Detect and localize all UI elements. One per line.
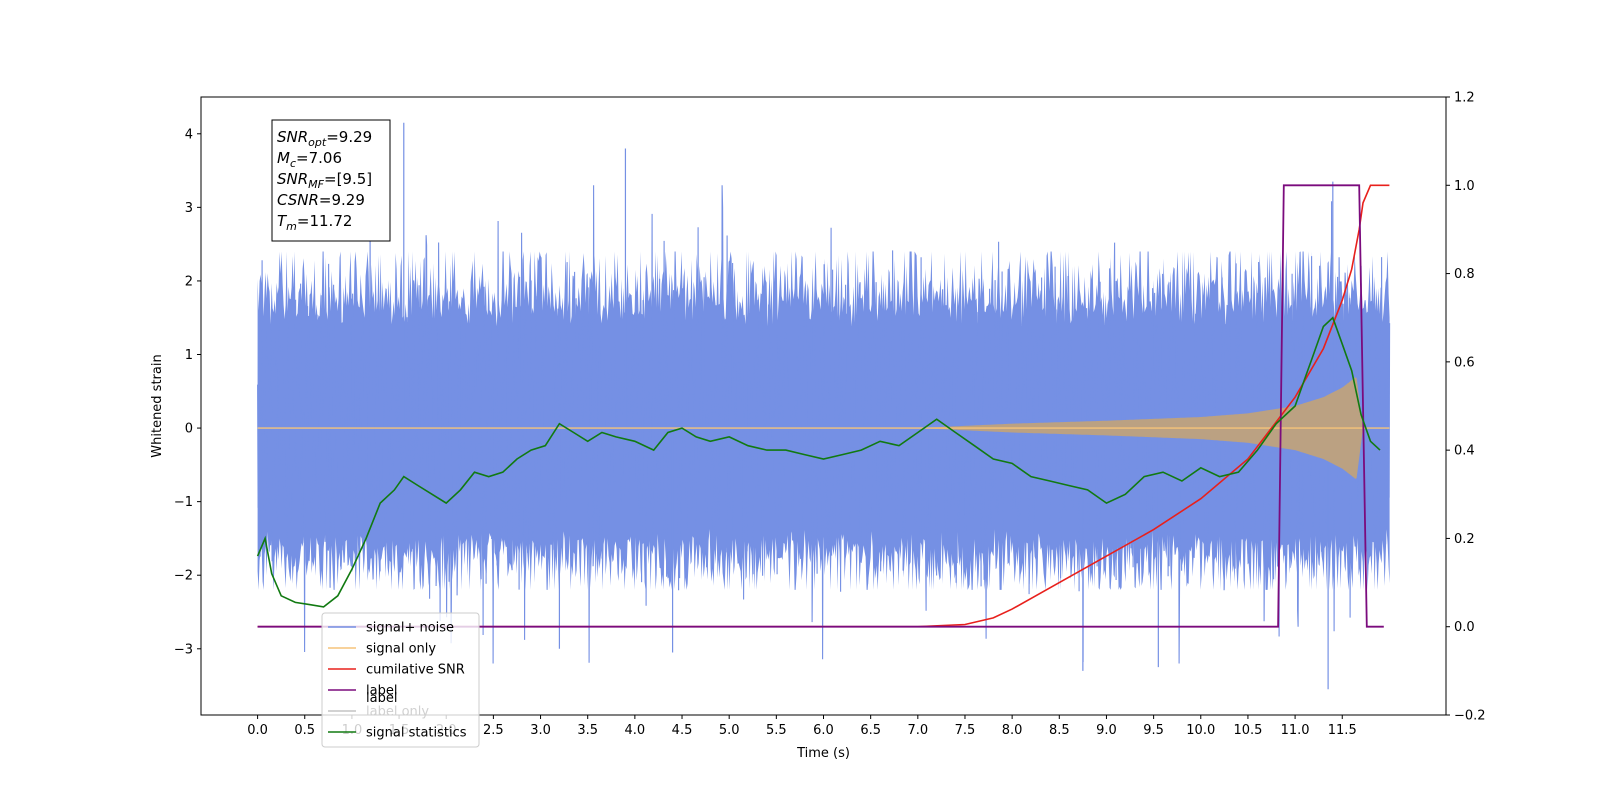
x-tick-label: 11.0 [1281,723,1310,738]
y2-tick-label: 0.2 [1454,532,1475,547]
plot-series-group [256,122,1391,690]
x-tick-label: 10.0 [1186,723,1215,738]
y-tick-label: −1 [174,495,193,510]
x-tick-label: 0.5 [294,723,315,738]
x-tick-label: 9.0 [1096,723,1117,738]
x-tick-label: 3.5 [577,723,598,738]
annotation-symbol: SNR [277,128,308,146]
annotation-symbol: SNR [277,170,308,188]
y2-tick-label: 0.8 [1454,267,1475,282]
legend-label: signal statistics [366,726,467,741]
y2-tick-label: 0.6 [1454,355,1475,370]
y2-tick-label: 1.2 [1454,91,1475,106]
annotation-box: SNRopt=9.29Mc=7.06SNRMF=[9.5]CSNR=9.29Tm… [271,119,391,242]
legend-label: label [366,684,397,699]
x-tick-label: 8.0 [1002,723,1023,738]
x-tick-label: 9.5 [1143,723,1164,738]
y-tick-label: −3 [174,642,193,657]
x-tick-label: 2.5 [483,723,504,738]
legend-label: signal only [366,642,436,657]
annotation-value: =[9.5] [324,170,372,188]
x-axis-label: Time (s) [796,746,850,761]
annotation-subscript: m [286,220,297,233]
annotation-frame [271,119,391,242]
legend-frame [321,612,480,748]
x-tick-label: 5.0 [719,723,740,738]
annotation-subscript: MF [308,178,324,191]
x-tick-label: 7.5 [955,723,976,738]
y2-tick-label: −0.2 [1454,709,1486,724]
legend-label: label only [366,705,429,720]
y-axis-label: Whitened strain [150,354,165,457]
x-tick-label: 10.5 [1233,723,1262,738]
y2-tick-label: 0.4 [1454,444,1475,459]
x-tick-label: 8.5 [1049,723,1070,738]
x-tick-label: 0.0 [247,723,268,738]
annotation-line: SNRMF=[9.5] [277,170,372,191]
x-tick-label: 6.5 [860,723,881,738]
x-tick-label: 4.5 [672,723,693,738]
y-tick-label: 3 [185,201,193,216]
x-tick-label: 11.5 [1328,723,1357,738]
x-tick-label: 4.0 [625,723,646,738]
legend-label: signal+ noise [366,621,454,636]
y2-tick-label: 1.0 [1454,179,1475,194]
x-tick-label: 5.5 [766,723,787,738]
y2-tick-label: 0.0 [1454,620,1475,635]
legend-label: cumilative SNR [366,663,465,678]
annotation-line: CSNR=9.29 [277,191,365,209]
annotation-line: SNRopt=9.29 [277,128,372,149]
y-tick-label: 0 [185,422,193,437]
annotation-value: =11.72 [297,212,353,230]
annotation-subscript: c [290,157,296,170]
x-tick-label: 7.0 [907,723,928,738]
x-tick-label: 6.0 [813,723,834,738]
y-tick-label: 2 [185,274,193,289]
legend-label-overlap: label [366,691,397,706]
annotation-line: Tm=11.72 [277,212,352,233]
y-tick-label: −2 [174,569,193,584]
series-signal-noise-trace [257,185,1391,664]
annotation-symbol: T [277,212,288,230]
x-tick-label: 3.0 [530,723,551,738]
series-signal-statistics [256,316,1381,608]
annotation-line: Mc=7.06 [277,149,342,170]
annotation-subscript: opt [308,136,327,149]
annotation-value: =7.06 [296,149,342,167]
series-label [257,184,1384,628]
annotation-value: =9.29 [326,128,372,146]
annotation-symbol: M [277,149,290,167]
annotation-value: =9.29 [319,191,365,209]
annotation-symbol: CSNR [277,191,319,209]
y-tick-label: 4 [185,127,193,142]
y-tick-label: 1 [185,348,193,363]
legend: signal+ noise signal only cumilative SNR la… [321,612,480,748]
plot-area [256,122,1391,690]
